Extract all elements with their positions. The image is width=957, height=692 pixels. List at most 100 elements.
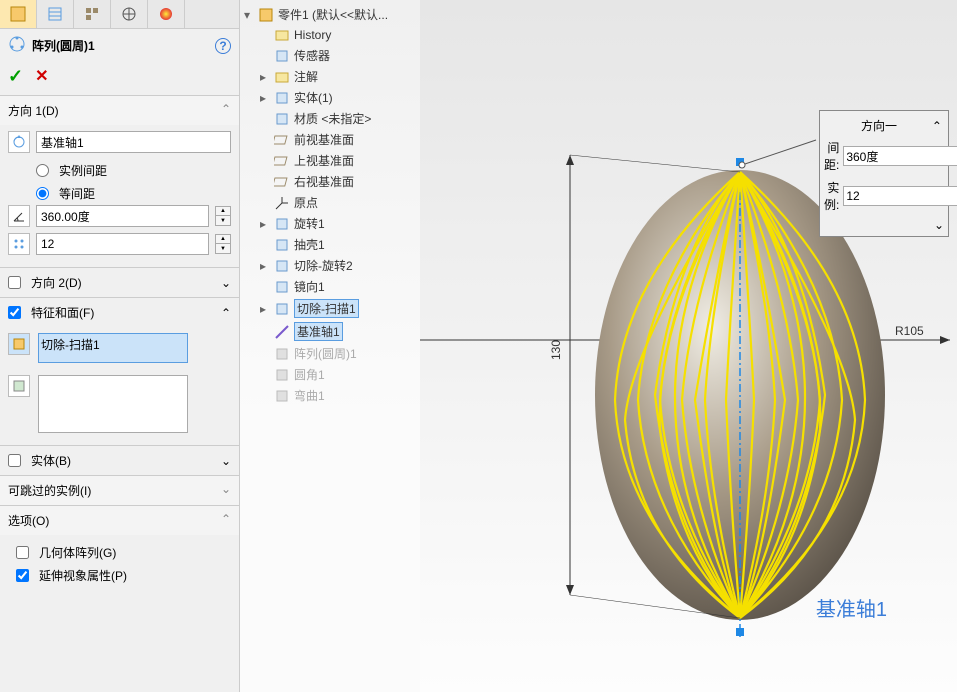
confirm-bar: ✓ ✕ bbox=[0, 62, 239, 95]
tree-node-icon bbox=[274, 153, 290, 169]
tab-property-manager[interactable] bbox=[37, 0, 74, 28]
tree-item[interactable]: ▸切除-旋转2 bbox=[244, 255, 416, 276]
section-features-faces[interactable]: 特征和面(F) ⌃ bbox=[0, 297, 239, 327]
tree-item-label: 阵列(圆周)1 bbox=[294, 345, 357, 362]
features-faces-label: 特征和面(F) bbox=[31, 304, 94, 321]
section-options[interactable]: 选项(O) ⌃ bbox=[0, 505, 239, 535]
tree-node-icon bbox=[274, 346, 290, 362]
tree-item[interactable]: 右视基准面 bbox=[244, 171, 416, 192]
tree-item[interactable]: 抽壳1 bbox=[244, 234, 416, 255]
direction2-label: 方向 2(D) bbox=[31, 274, 82, 291]
radio-equal-spacing[interactable] bbox=[36, 187, 49, 200]
tree-item[interactable]: ▸切除-扫描1 bbox=[244, 297, 416, 320]
dim-vertical: 130 bbox=[549, 340, 563, 360]
chevron-down-icon: ⌄ bbox=[221, 276, 231, 290]
tree-item[interactable]: History bbox=[244, 25, 416, 45]
chevron-down-icon: ⌄ bbox=[221, 454, 231, 468]
tree-item[interactable]: 圆角1 bbox=[244, 364, 416, 385]
tree-item[interactable]: 原点 bbox=[244, 192, 416, 213]
tree-node-icon bbox=[274, 367, 290, 383]
angle-spin-up[interactable]: ▲ bbox=[216, 207, 230, 216]
tab-dimxpert-manager[interactable] bbox=[111, 0, 148, 28]
float-dist-input[interactable] bbox=[843, 146, 957, 166]
instances-spin-up[interactable]: ▲ bbox=[216, 235, 230, 244]
features-listbox[interactable]: 切除-扫描1 bbox=[38, 333, 188, 363]
section-bodies[interactable]: 实体(B) ⌄ bbox=[0, 445, 239, 475]
model-render: 130 R105 bbox=[420, 0, 957, 692]
graphics-viewport[interactable]: 130 R105 基准轴1 方向一 ⌃ 间距: ▲ ▼ 实例: ▲ ▼ bbox=[420, 0, 957, 692]
float-param-box: 方向一 ⌃ 间距: ▲ ▼ 实例: ▲ ▼ ⌄ bbox=[819, 110, 949, 237]
bodies-label: 实体(B) bbox=[31, 452, 71, 469]
tree-item-label: 基准轴1 bbox=[294, 322, 343, 341]
tree-item[interactable]: ▸旋转1 bbox=[244, 213, 416, 234]
float-inst-label: 实例: bbox=[824, 179, 839, 213]
tree-node-icon bbox=[274, 174, 290, 190]
section-direction1[interactable]: 方向 1(D) ⌃ bbox=[0, 95, 239, 125]
tree-item-label: History bbox=[294, 28, 331, 42]
tab-display-manager[interactable] bbox=[148, 0, 185, 28]
tree-item-label: 材质 <未指定> bbox=[294, 110, 371, 127]
feature-header: 阵列(圆周)1 ? bbox=[0, 29, 239, 62]
axis-input[interactable] bbox=[36, 131, 231, 153]
section-skip[interactable]: 可跳过的实例(I) ⌄ bbox=[0, 475, 239, 505]
ok-button[interactable]: ✓ bbox=[8, 66, 23, 87]
faces-listbox[interactable] bbox=[38, 375, 188, 433]
tree-item[interactable]: 阵列(圆周)1 bbox=[244, 343, 416, 364]
tree-item[interactable]: ▸实体(1) bbox=[244, 87, 416, 108]
features-select-icon[interactable] bbox=[8, 333, 30, 355]
tree-node-icon bbox=[274, 237, 290, 253]
angle-icon[interactable] bbox=[8, 205, 30, 227]
tree-root-label: 零件1 (默认<<默认... bbox=[278, 6, 388, 23]
tree-node-icon bbox=[274, 324, 290, 340]
tree-root[interactable]: ▾ 零件1 (默认<<默认... bbox=[244, 4, 416, 25]
faces-select-icon[interactable] bbox=[8, 375, 30, 397]
float-inst-input[interactable] bbox=[843, 186, 957, 206]
angle-input[interactable] bbox=[36, 205, 209, 227]
tree-item[interactable]: 传感器 bbox=[244, 45, 416, 66]
tree-expand-icon[interactable]: ▸ bbox=[260, 70, 270, 84]
chevron-up-icon: ⌃ bbox=[221, 102, 231, 119]
geom-pattern-checkbox[interactable] bbox=[16, 546, 29, 559]
tree-item[interactable]: 弯曲1 bbox=[244, 385, 416, 406]
tree-item-label: 注解 bbox=[294, 68, 318, 85]
axis-direction-icon[interactable] bbox=[8, 131, 30, 153]
section-direction1-label: 方向 1(D) bbox=[8, 102, 59, 119]
extend-visual-label: 延伸视象属性(P) bbox=[39, 567, 127, 584]
tree-expand-icon[interactable]: ▸ bbox=[260, 302, 270, 316]
tree-node-icon bbox=[274, 279, 290, 295]
instances-input[interactable] bbox=[36, 233, 209, 255]
instances-spin-down[interactable]: ▼ bbox=[216, 244, 230, 253]
chevron-up-icon[interactable]: ⌃ bbox=[932, 119, 942, 133]
radio-instance-spacing[interactable] bbox=[36, 164, 49, 177]
tree-item[interactable]: 镜向1 bbox=[244, 276, 416, 297]
chevron-down-icon: ⌄ bbox=[221, 482, 231, 499]
tree-expand-icon[interactable]: ▾ bbox=[244, 8, 254, 22]
tree-expand-icon[interactable]: ▸ bbox=[260, 259, 270, 273]
tree-item[interactable]: 材质 <未指定> bbox=[244, 108, 416, 129]
tree-expand-icon[interactable]: ▸ bbox=[260, 91, 270, 105]
features-faces-checkbox[interactable] bbox=[8, 306, 21, 319]
tree-item[interactable]: 上视基准面 bbox=[244, 150, 416, 171]
property-manager-panel: 阵列(圆周)1 ? ✓ ✕ 方向 1(D) ⌃ 实例间距 等间距 bbox=[0, 0, 240, 692]
help-icon[interactable]: ? bbox=[215, 38, 231, 54]
tree-item-label: 右视基准面 bbox=[294, 173, 354, 190]
tab-feature-manager[interactable] bbox=[0, 0, 37, 28]
tree-item[interactable]: 前视基准面 bbox=[244, 129, 416, 150]
extend-visual-checkbox[interactable] bbox=[16, 569, 29, 582]
section-direction2[interactable]: 方向 2(D) ⌄ bbox=[0, 267, 239, 297]
tree-node-icon bbox=[274, 90, 290, 106]
chevron-up-icon: ⌃ bbox=[221, 512, 231, 529]
instances-icon[interactable] bbox=[8, 233, 30, 255]
bodies-checkbox[interactable] bbox=[8, 454, 21, 467]
tree-node-icon bbox=[274, 69, 290, 85]
tree-node-icon bbox=[274, 216, 290, 232]
tree-item[interactable]: ▸ 注解 bbox=[244, 66, 416, 87]
pm-tab-bar bbox=[0, 0, 239, 29]
tree-item[interactable]: 基准轴1 bbox=[244, 320, 416, 343]
chevron-down-icon[interactable]: ⌄ bbox=[934, 218, 944, 232]
direction2-checkbox[interactable] bbox=[8, 276, 21, 289]
tree-expand-icon[interactable]: ▸ bbox=[260, 217, 270, 231]
angle-spin-down[interactable]: ▼ bbox=[216, 216, 230, 225]
cancel-button[interactable]: ✕ bbox=[35, 66, 48, 87]
tab-configuration-manager[interactable] bbox=[74, 0, 111, 28]
